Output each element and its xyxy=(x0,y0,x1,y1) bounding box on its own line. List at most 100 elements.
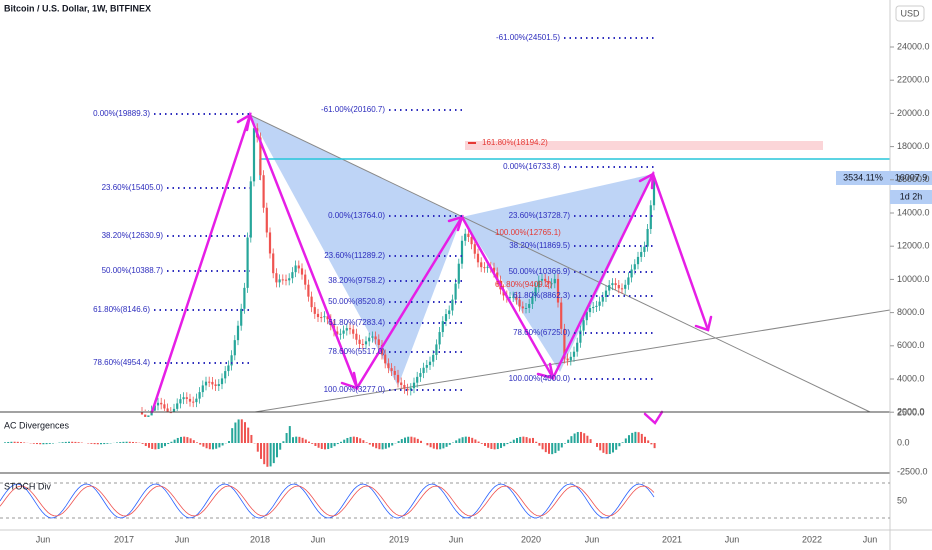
candle-body xyxy=(464,233,467,241)
ac-bar xyxy=(167,443,170,445)
ac-bar xyxy=(644,436,646,443)
ac-bar xyxy=(196,442,198,443)
candle-body xyxy=(611,283,614,286)
ac-bar xyxy=(567,439,570,443)
ac-bar xyxy=(509,441,512,443)
ac-bar xyxy=(186,437,189,443)
ac-bar xyxy=(484,443,486,446)
ac-bar xyxy=(240,419,243,443)
price-tick-label: 16000.0 xyxy=(897,174,930,184)
candle-body xyxy=(156,402,160,406)
target-label: 161.80%(18194.2) xyxy=(482,138,548,147)
ac-bar xyxy=(516,438,518,443)
candle-body xyxy=(342,330,345,334)
currency[interactable]: USD xyxy=(900,8,920,18)
ac-bar xyxy=(586,435,589,443)
ac-bar xyxy=(336,443,339,445)
ac-bar xyxy=(304,439,307,443)
candle-body xyxy=(454,283,457,300)
ac-bar xyxy=(346,437,349,443)
price-tick-label: 10000.0 xyxy=(897,274,930,284)
ac-bar xyxy=(410,436,413,443)
currency-button[interactable] xyxy=(895,5,925,22)
candle-body xyxy=(553,278,556,284)
candle-body xyxy=(451,299,454,311)
candle-body xyxy=(643,246,646,252)
candle-body xyxy=(336,331,339,335)
candle-body xyxy=(448,310,451,315)
candle-body xyxy=(416,376,419,383)
ac-bar xyxy=(122,441,125,443)
time-tick-label: 2017 xyxy=(114,534,134,544)
candle-body xyxy=(435,344,438,355)
ac-bar xyxy=(487,443,490,448)
candle-body xyxy=(268,232,272,254)
price-tick-label: 2000.0 xyxy=(897,407,925,417)
fib-label: 23.60%(15405.0) xyxy=(102,183,164,192)
time-tick-label: 2022 xyxy=(802,534,822,544)
candle-body xyxy=(364,341,368,345)
candle-body xyxy=(172,408,176,413)
candle-body xyxy=(560,302,563,329)
candle-body xyxy=(201,385,204,393)
candle-body xyxy=(566,358,569,361)
change-tag xyxy=(836,171,890,185)
ac-bar xyxy=(653,443,656,449)
ac-bar xyxy=(493,443,496,450)
fib-label: 100.00%(4000.0) xyxy=(509,374,571,383)
candle-body xyxy=(361,343,364,345)
ac-bar xyxy=(71,441,74,443)
ac-bar xyxy=(426,443,429,446)
candle-body xyxy=(419,373,422,377)
ac-bar xyxy=(576,432,579,443)
pattern-fill xyxy=(462,174,653,372)
candle-body xyxy=(294,265,297,273)
ac-bar xyxy=(263,443,266,465)
ac-bar xyxy=(375,443,378,449)
candle-body xyxy=(582,320,585,331)
fib-label: -61.00%(20160.7) xyxy=(321,105,385,114)
ac-bar xyxy=(455,440,458,443)
ac-bar xyxy=(624,438,627,443)
fib-label: 23.60%(13728.7) xyxy=(509,211,571,220)
candle-body xyxy=(572,351,576,357)
ac-bar xyxy=(628,435,630,443)
time-tick-label: 2019 xyxy=(389,534,409,544)
candle-body xyxy=(617,285,620,289)
ac-bar xyxy=(132,441,134,443)
candle-body xyxy=(297,265,300,269)
ac-bar xyxy=(525,437,528,443)
fib-label: 0.00%(16733.8) xyxy=(503,162,560,171)
candle-body xyxy=(204,381,208,386)
ac-bar xyxy=(256,443,259,452)
candle-body xyxy=(438,332,441,345)
candle-body xyxy=(160,402,163,405)
candle-body xyxy=(307,284,310,297)
candle-body xyxy=(185,397,188,399)
candle-body xyxy=(633,264,636,270)
ac-bar xyxy=(532,437,534,443)
indicator-tick-label: 0.0 xyxy=(897,437,910,447)
fib-label: 50.00%(8520.8) xyxy=(328,297,385,306)
ac-bar xyxy=(621,442,624,443)
ac-bar xyxy=(36,443,38,445)
ac-bar xyxy=(541,443,544,450)
candle-body xyxy=(579,330,582,343)
ac-bar xyxy=(388,443,390,448)
candle-body xyxy=(467,233,470,237)
ac-bar xyxy=(144,443,147,447)
ac-bar xyxy=(237,419,240,443)
candle-body xyxy=(512,296,515,298)
ac-bar xyxy=(560,443,563,448)
fib-label: 100.00%(3277.0) xyxy=(324,385,386,394)
candle-body xyxy=(380,344,384,355)
countdown-tag xyxy=(890,190,932,204)
fib-label: 38.20%(11869.5) xyxy=(509,241,570,250)
candle-body xyxy=(406,388,409,391)
ac-bar xyxy=(464,436,467,443)
price-tick-label: 22000.0 xyxy=(897,75,930,85)
price-tag xyxy=(890,171,932,185)
time-tick-label: Jun xyxy=(585,534,600,544)
ac-bar xyxy=(359,438,362,443)
